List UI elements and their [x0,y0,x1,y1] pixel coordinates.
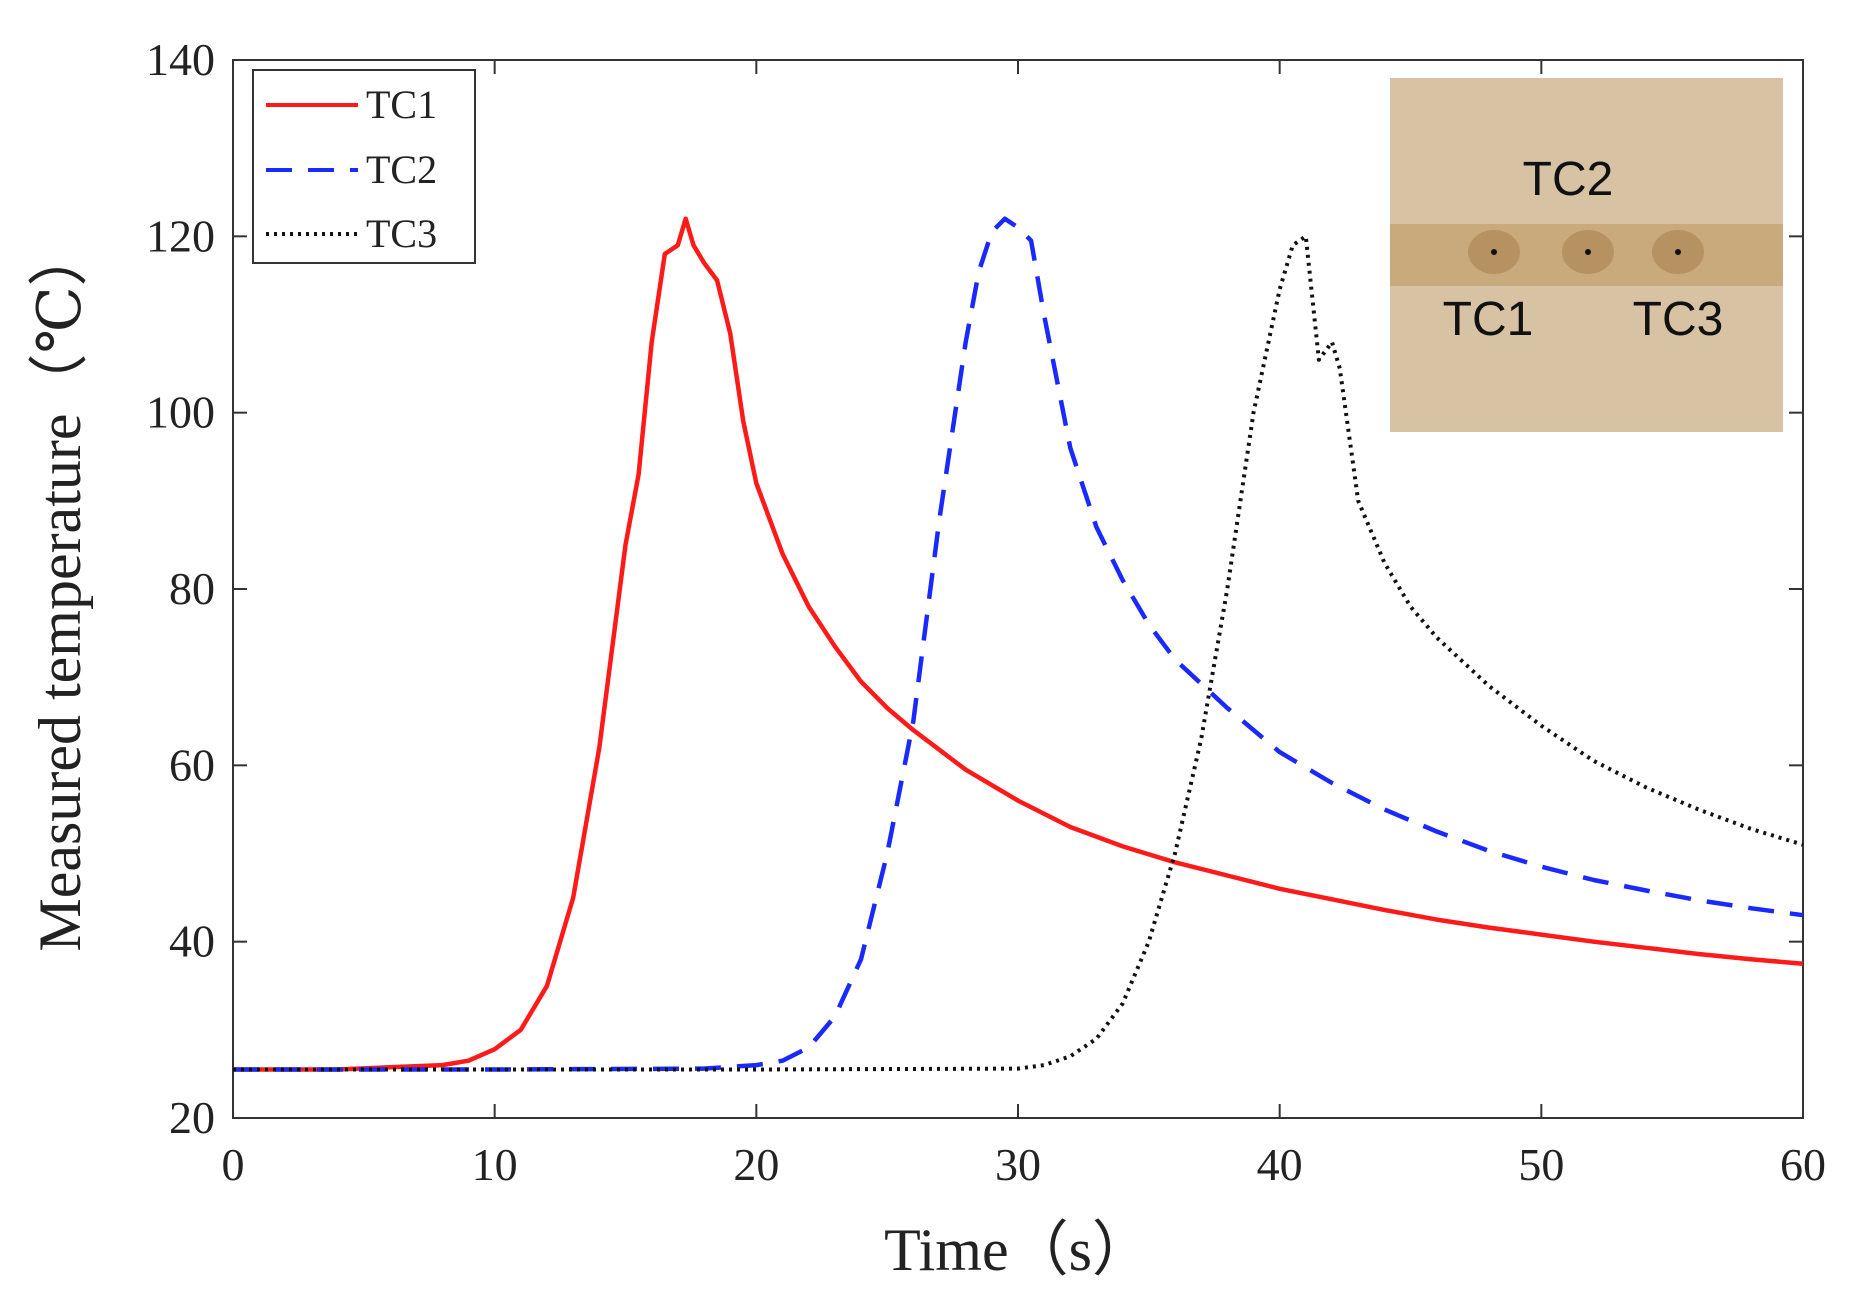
tc1-hole-marker [1491,249,1497,255]
y-tick-label: 40 [169,916,215,967]
series-layer [233,216,1804,1072]
x-tick-label: 60 [1780,1139,1826,1190]
x-tick-label: 20 [733,1139,779,1190]
x-tick-label: 30 [995,1139,1041,1190]
x-tick-label: 10 [472,1139,518,1190]
tc3-hole-marker [1675,249,1681,255]
specimen-photo-inset: TC2 TC1 TC3 [1390,78,1783,432]
tc2-hole-marker [1585,249,1591,255]
x-axis-label: Time（s） [884,1217,1152,1283]
x-tick-label: 0 [222,1139,245,1190]
legend-label-tc1: TC1 [366,82,437,127]
y-tick-label: 60 [169,739,215,790]
y-tick-label: 120 [146,210,215,261]
x-tick-label: 50 [1518,1139,1564,1190]
legend-box [252,69,476,264]
series-line-tc3 [233,234,1804,1072]
y-tick-label: 80 [169,563,215,614]
legend-label-tc2: TC2 [366,147,437,192]
inset-label-tc1: TC1 [1443,293,1534,346]
y-tick-label: 100 [146,387,215,438]
legend: TC1 TC2 TC3 [252,69,476,264]
series-line-tc1 [233,216,1804,1072]
axis-ticks [232,59,1804,1119]
inset-label-tc2: TC2 [1523,153,1614,206]
axis-tick-labels: 0 10 20 30 40 50 60 20 40 60 80 100 120 140 [146,34,1826,1190]
y-axis-label: Measured temperature（℃） [27,226,93,951]
y-tick-label: 20 [169,1092,215,1143]
legend-label-tc3: TC3 [366,211,437,256]
inset-label-tc3: TC3 [1633,293,1724,346]
series-line-tc2 [233,216,1804,1072]
y-tick-label: 140 [146,34,215,85]
x-tick-label: 40 [1257,1139,1303,1190]
